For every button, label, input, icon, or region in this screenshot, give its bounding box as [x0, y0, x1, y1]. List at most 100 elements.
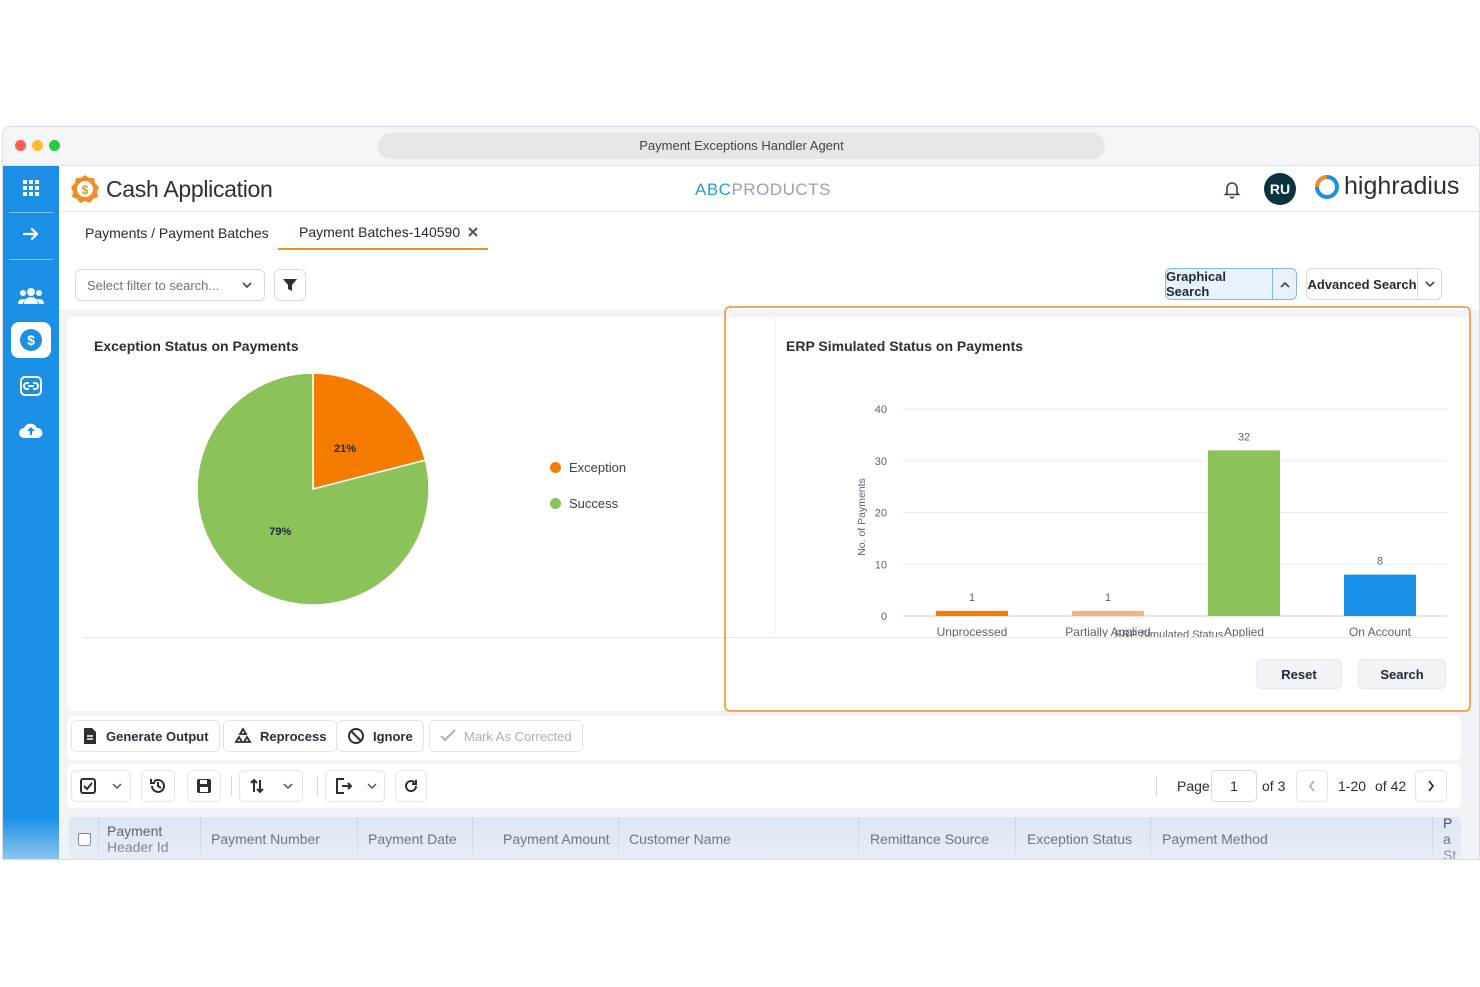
pie-label-exception: 21%: [334, 443, 356, 455]
column-customer-name[interactable]: Customer Name: [619, 817, 859, 859]
export-button[interactable]: [325, 770, 385, 802]
dollar-icon[interactable]: $: [11, 322, 51, 358]
clear-filter-button[interactable]: [274, 269, 306, 301]
cash-app-logo-icon: $: [71, 175, 99, 203]
legend-exception-dot: [550, 462, 561, 473]
bar-value-label: 1: [969, 592, 975, 604]
reprocess-button[interactable]: Reprocess: [223, 720, 338, 752]
sidebar-divider: [9, 259, 53, 260]
pie-slice-success[interactable]: [196, 372, 430, 606]
toolbar-divider: [317, 776, 318, 796]
y-tick-label: 0: [881, 611, 887, 623]
sidebar-divider: [9, 212, 53, 213]
bar-unprocessed[interactable]: [936, 610, 1008, 616]
legend-success-label: Success: [569, 496, 619, 511]
prev-page-button[interactable]: [1296, 770, 1328, 802]
bar-value-label: 1: [1105, 592, 1111, 604]
check-icon: [440, 729, 456, 742]
users-icon[interactable]: [11, 278, 51, 314]
legend-exception[interactable]: Exception: [550, 460, 626, 475]
graphical-search-toggle[interactable]: [1273, 268, 1297, 300]
column-payment-header-id[interactable]: Payment Header Id: [99, 817, 201, 859]
column-payment-status[interactable]: Pa St: [1443, 817, 1457, 860]
apps-grid-icon[interactable]: [11, 170, 51, 206]
row-range: 1-20: [1338, 778, 1367, 794]
sort-button[interactable]: [239, 770, 303, 802]
ignore-button[interactable]: Ignore: [336, 720, 424, 752]
history-button[interactable]: [141, 770, 175, 802]
arrow-right-icon[interactable]: [11, 216, 51, 252]
recycle-icon: [234, 727, 252, 743]
bar-on-account[interactable]: [1344, 574, 1416, 616]
app-header: $ Cash Application ABCPRODUCTS RU highra…: [59, 166, 1479, 212]
select-all-checkbox-cell: [69, 817, 99, 859]
x-axis-label: ERP Simulated Status: [1115, 629, 1224, 637]
bar-chart-title: ERP Simulated Status on Payments: [786, 338, 1024, 354]
legend-exception-label: Exception: [569, 460, 627, 475]
history-icon: [150, 778, 165, 793]
next-page-button[interactable]: [1415, 770, 1447, 802]
column-payment-number[interactable]: Payment Number: [201, 817, 358, 859]
chevron-up-icon: [1279, 281, 1290, 288]
tab-payments-batches[interactable]: Payments / Payment Batches: [85, 225, 269, 241]
bar-applied[interactable]: [1208, 450, 1280, 616]
column-payment-date[interactable]: Payment Date: [358, 817, 473, 859]
select-all-checkbox[interactable]: [78, 832, 91, 846]
advanced-search-button[interactable]: Advanced Search: [1306, 268, 1418, 300]
select-rows-button[interactable]: [71, 770, 131, 802]
title-bar: Payment Exceptions Handler Agent: [3, 127, 1479, 166]
graphical-search-button[interactable]: Graphical Search: [1165, 268, 1273, 300]
chevron-down-icon: [242, 282, 252, 289]
chevron-right-icon: [1428, 780, 1435, 792]
pie-label-success: 79%: [269, 526, 291, 538]
graphical-search-panel: Exception Status on Payments 21% 79% Exce…: [67, 317, 1471, 711]
x-tick-label: Applied: [1224, 625, 1264, 637]
x-tick-label: On Account: [1349, 625, 1412, 637]
exception-status-pie-chart: 21% 79%: [196, 372, 430, 606]
search-button[interactable]: Search: [1358, 659, 1446, 689]
bar-divider: [775, 637, 1447, 638]
column-payment-method[interactable]: Payment Method: [1151, 817, 1433, 859]
panel-divider: [775, 317, 776, 635]
pie-slice-exception[interactable]: [312, 372, 427, 490]
legend-success[interactable]: Success: [550, 496, 618, 511]
save-icon: [197, 779, 211, 793]
column-remittance-source[interactable]: Remittance Source: [859, 817, 1016, 859]
save-button[interactable]: [187, 770, 221, 802]
chevron-down-icon: [283, 782, 293, 789]
cloud-upload-icon[interactable]: [11, 412, 51, 448]
y-axis-label: No. of Payments: [856, 478, 868, 556]
filter-select[interactable]: Select filter to search...: [75, 269, 265, 301]
generate-output-button[interactable]: Generate Output: [71, 720, 220, 752]
mark-as-corrected-button[interactable]: Mark As Corrected: [429, 720, 583, 752]
tab-bar: Payments / Payment Batches Payment Batch…: [59, 212, 1479, 252]
bar-partially-applied[interactable]: [1072, 610, 1144, 616]
maximize-window-icon[interactable]: [49, 140, 60, 151]
user-avatar[interactable]: RU: [1264, 173, 1296, 205]
refresh-button[interactable]: [395, 770, 427, 802]
x-tick-label: Unprocessed: [937, 625, 1008, 637]
document-output-icon: [84, 728, 96, 744]
minimize-window-icon[interactable]: [32, 140, 43, 151]
brand-name: ABCPRODUCTS: [695, 180, 831, 199]
tab-payment-batch[interactable]: Payment Batches-140590: [299, 224, 461, 240]
action-bar: Generate Output Reprocess Ignore Mark As…: [67, 716, 1461, 760]
y-tick-label: 40: [875, 404, 887, 416]
column-exception-status[interactable]: Exception Status: [1016, 817, 1151, 859]
notification-bell-icon[interactable]: [1222, 179, 1242, 199]
pie-chart-title: Exception Status on Payments: [94, 338, 299, 354]
close-tab-icon[interactable]: [468, 227, 478, 237]
active-tab-indicator: [278, 248, 488, 250]
advanced-search-toggle[interactable]: [1418, 268, 1442, 300]
column-payment-amount[interactable]: Payment Amount: [473, 817, 619, 859]
reset-button[interactable]: Reset: [1256, 659, 1342, 689]
grid-toolbar: Page 1 of 3 1-20 of 42: [67, 764, 1461, 808]
page-count: of 3: [1262, 778, 1286, 794]
checkbox-select-icon: [80, 778, 96, 794]
close-window-icon[interactable]: [15, 140, 26, 151]
payments-table-header: Payment Header Id Payment Number Payment…: [69, 817, 1461, 860]
page-number-input[interactable]: 1: [1211, 770, 1257, 802]
toolbar-divider: [231, 776, 232, 796]
link-icon[interactable]: [11, 368, 51, 404]
legend-success-dot: [550, 498, 561, 509]
